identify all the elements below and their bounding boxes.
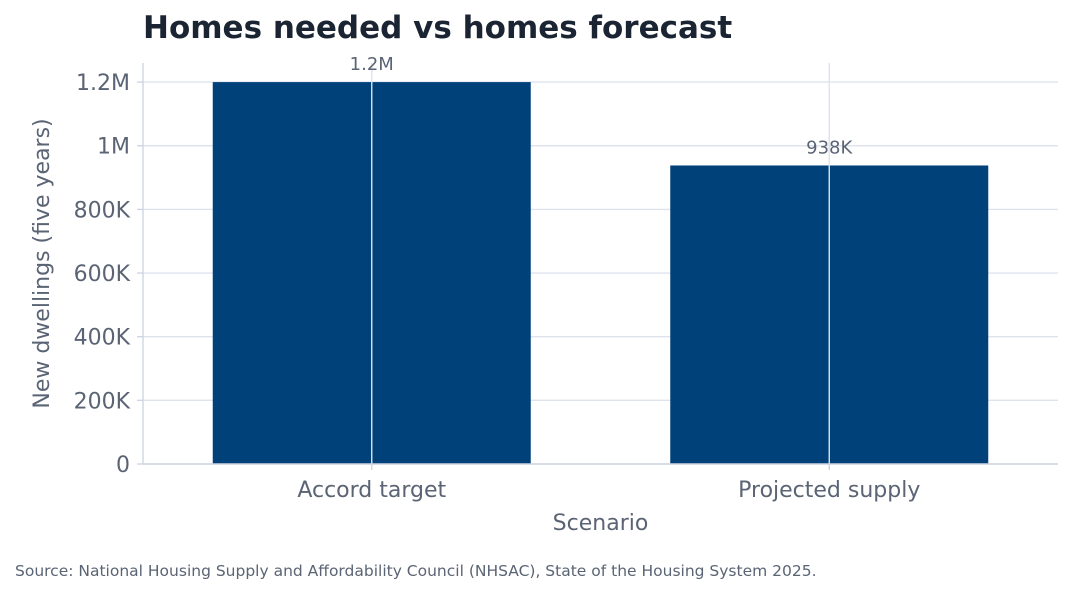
y-tick-label: 200K [74, 389, 131, 414]
y-tick-label: 1M [97, 135, 130, 160]
y-tick-label: 600K [74, 262, 131, 287]
data-label: 1.2M [350, 54, 394, 75]
source-note: Source: National Housing Supply and Affo… [15, 562, 817, 580]
y-tick-label: 1.2M [76, 71, 130, 96]
vertical-grid-lines [371, 63, 830, 464]
y-tick-label: 400K [74, 326, 131, 351]
y-tick-label: 800K [74, 198, 131, 223]
y-tick-label: 0 [116, 453, 130, 478]
x-tick-label: Accord target [297, 478, 446, 503]
labels: 0 200K 400K 600K 800K 1M 1.2M Accord target Proj… [30, 54, 920, 536]
chart-title: Homes needed vs homes forecast [143, 10, 733, 46]
y-axis-title: New dwellings (five years) [30, 118, 55, 408]
x-tick-label: Projected supply [738, 478, 920, 503]
axes [137, 63, 1058, 470]
x-axis-title: Scenario [553, 511, 649, 536]
data-label: 938K [806, 137, 853, 158]
